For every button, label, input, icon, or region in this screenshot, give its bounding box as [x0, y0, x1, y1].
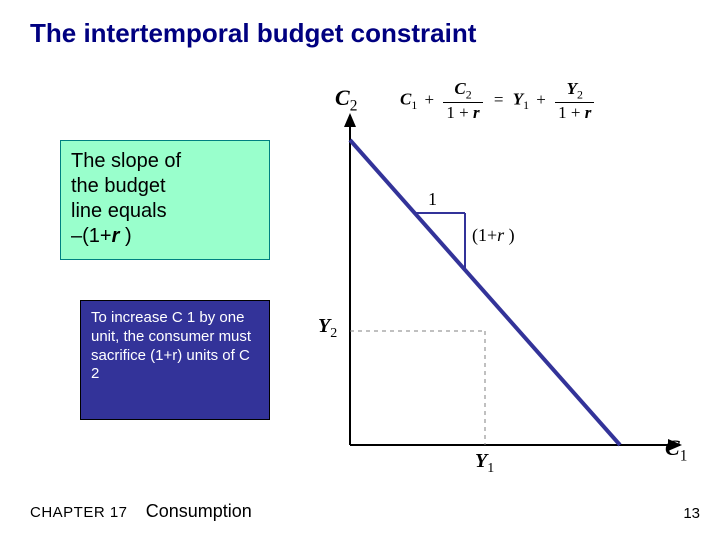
x-axis-sub: 1 — [680, 447, 688, 464]
box1-line3: line equals — [71, 200, 167, 222]
box1-line2: the budget — [71, 175, 166, 197]
slope-callout-box: The slope of the budget line equals –(1+… — [60, 140, 270, 260]
y1-sub: 1 — [487, 461, 494, 476]
explanation-box: To increase C 1 by one unit, the consume… — [80, 300, 270, 420]
box1-line4-prefix: –(1+ — [71, 225, 112, 247]
y1-sym: Y — [475, 450, 487, 472]
chapter-label: CHAPTER 17 — [30, 504, 128, 521]
page-number: 13 — [683, 505, 700, 522]
box1-line1: The slope of — [71, 150, 181, 172]
x-axis-sym: C — [665, 435, 680, 460]
y2-sym: Y — [318, 315, 330, 337]
y2-sub: 2 — [330, 326, 337, 341]
slope-rise-prefix: (1+ — [472, 225, 497, 245]
slope-rise-suffix: ) — [504, 225, 515, 245]
y-axis-sym: C — [335, 85, 350, 110]
chapter-name: Consumption — [146, 501, 252, 521]
budget-graph: C2 C1 Y2 Y1 1 (1+r ) — [320, 85, 700, 485]
box1-line4-suffix: ) — [119, 225, 131, 247]
graph-svg — [320, 85, 700, 485]
slope-rise-label: (1+r ) — [472, 225, 515, 246]
y-axis-sub: 2 — [350, 97, 358, 114]
box2-text: To increase C 1 by one unit, the consume… — [91, 309, 251, 382]
y1-label: Y1 — [475, 450, 494, 477]
y2-label: Y2 — [318, 315, 337, 342]
slope-run-label: 1 — [428, 189, 437, 210]
x-axis-label: C1 — [665, 435, 687, 465]
footer-chapter: CHAPTER 17 Consumption — [30, 501, 252, 522]
y-axis-label: C2 — [335, 85, 357, 115]
slide-title: The intertemporal budget constraint — [30, 18, 476, 49]
